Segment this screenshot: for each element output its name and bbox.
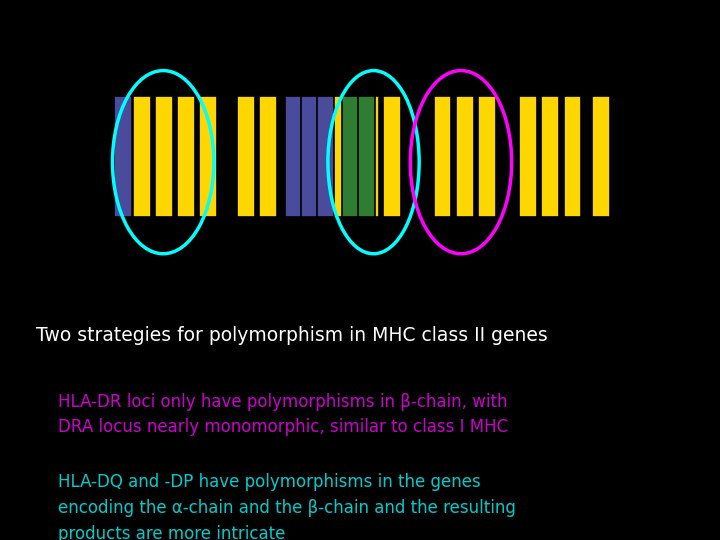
Text: TAPBP: TAPBP: [81, 76, 107, 85]
Text: class II: class II: [333, 285, 390, 300]
Text: $\alpha$: $\alpha$: [184, 75, 194, 85]
FancyBboxPatch shape: [383, 96, 401, 217]
FancyBboxPatch shape: [358, 96, 375, 217]
FancyBboxPatch shape: [199, 96, 217, 217]
Text: $\alpha$: $\alpha$: [369, 75, 377, 85]
FancyBboxPatch shape: [519, 96, 537, 217]
FancyBboxPatch shape: [317, 96, 334, 217]
Text: $\beta$: $\beta$: [419, 71, 428, 85]
Text: HLA-DR loci only have polymorphisms in β-chain, with
DRA locus nearly monomorphi: HLA-DR loci only have polymorphisms in β…: [58, 393, 508, 436]
FancyBboxPatch shape: [342, 96, 359, 217]
Text: HLA-DQ and -DP have polymorphisms in the genes
encoding the α-chain and the β-ch: HLA-DQ and -DP have polymorphisms in the…: [58, 474, 516, 540]
Text: LMP/TAP: LMP/TAP: [276, 76, 310, 85]
FancyBboxPatch shape: [259, 96, 277, 217]
Text: $\beta$: $\beta$: [222, 71, 232, 85]
FancyBboxPatch shape: [114, 96, 132, 217]
FancyBboxPatch shape: [132, 96, 150, 217]
FancyBboxPatch shape: [592, 96, 610, 217]
Text: DP: DP: [154, 25, 172, 38]
Text: Two strategies for polymorphism in MHC class II genes: Two strategies for polymorphism in MHC c…: [36, 326, 548, 345]
Text: $\beta$: $\beta$: [464, 71, 472, 85]
Text: DR: DR: [523, 25, 543, 38]
Text: DO: DO: [359, 25, 379, 38]
FancyBboxPatch shape: [285, 96, 302, 217]
Text: $\beta$: $\beta$: [118, 71, 127, 85]
FancyBboxPatch shape: [238, 96, 255, 217]
Text: DO: DO: [229, 25, 248, 38]
FancyBboxPatch shape: [541, 96, 559, 217]
Text: $\alpha$: $\alpha$: [140, 75, 149, 85]
FancyBboxPatch shape: [433, 96, 451, 217]
FancyBboxPatch shape: [333, 96, 350, 217]
Text: $\beta$: $\beta$: [485, 71, 494, 85]
FancyBboxPatch shape: [301, 96, 318, 217]
Text: DM: DM: [282, 25, 304, 38]
Text: $\alpha$: $\alpha$: [441, 75, 450, 85]
Text: $\beta$: $\beta$: [349, 71, 359, 85]
FancyBboxPatch shape: [456, 96, 474, 217]
FancyBboxPatch shape: [155, 96, 173, 217]
FancyBboxPatch shape: [564, 96, 581, 217]
FancyBboxPatch shape: [177, 96, 195, 217]
Text: $\alpha$: $\alpha$: [245, 75, 254, 85]
FancyBboxPatch shape: [361, 96, 379, 217]
Text: $\alpha$: $\alpha$: [575, 75, 583, 85]
Text: $\alpha$: $\alpha$: [163, 75, 171, 85]
Text: $\beta$: $\beta$: [330, 71, 339, 85]
Text: DQ: DQ: [431, 25, 451, 38]
FancyBboxPatch shape: [478, 96, 496, 217]
